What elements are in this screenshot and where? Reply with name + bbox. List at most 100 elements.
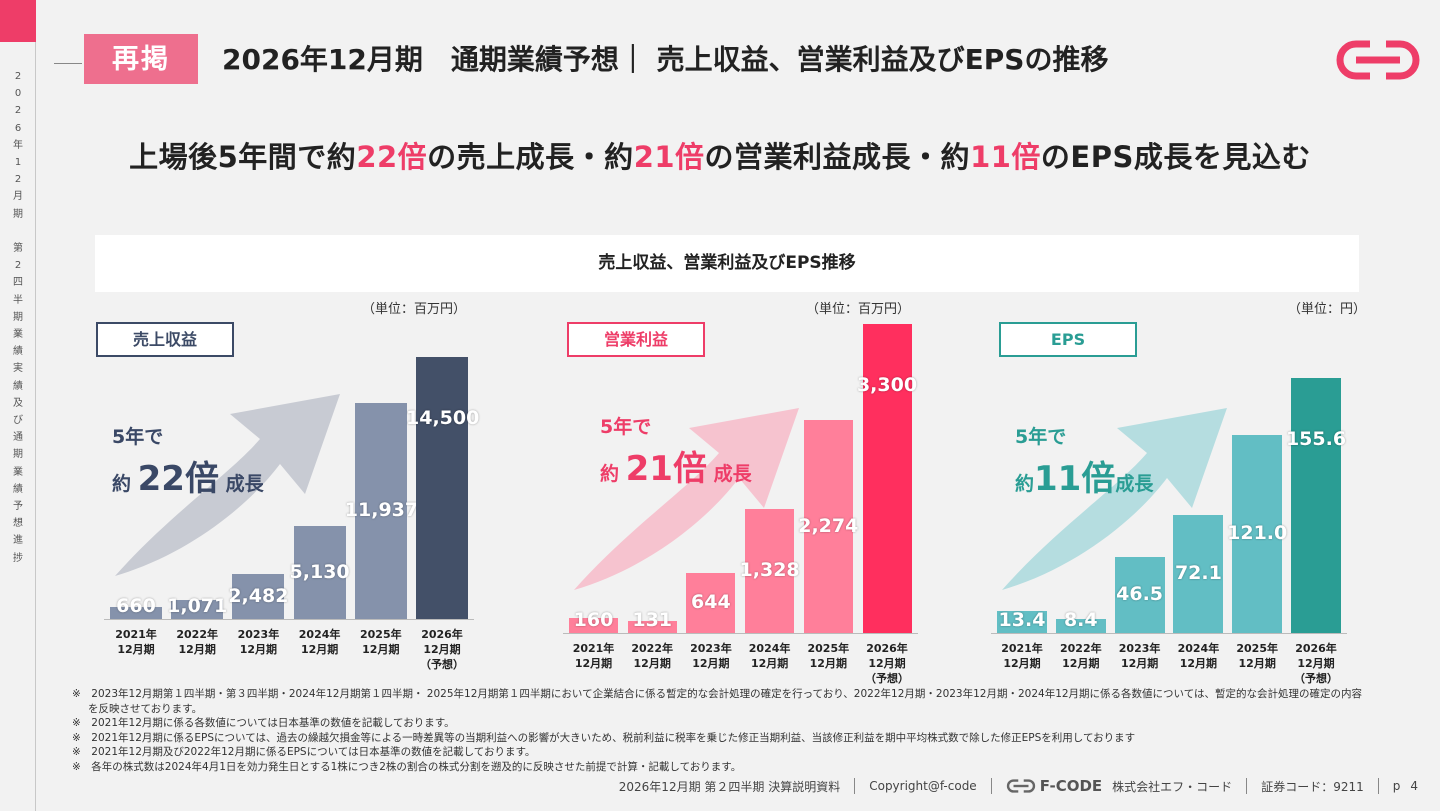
series-title-box: 営業利益 bbox=[567, 322, 705, 357]
sidebar-char: 半 bbox=[13, 294, 23, 306]
sidebar-char: 捗 bbox=[13, 552, 23, 564]
footnotes: ※ 2023年12月期第１四半期・第３四半期・2024年12月期第１四半期・ 2… bbox=[72, 687, 1372, 775]
footnote: ※ 各年の株式数は2024年4月1日を効力発生日とする1株につき2株の割合の株式… bbox=[72, 760, 742, 773]
footer-page-number: 4 bbox=[1410, 779, 1418, 793]
footnote: ※ 2021年12月期に係るEPSについては、過去の繰越欠損金等による一時差異等… bbox=[72, 731, 1136, 744]
x-tick-line: 2021年 bbox=[572, 642, 615, 655]
x-tick-line: 12月期 bbox=[239, 643, 278, 656]
sidebar-char: 業 bbox=[13, 466, 23, 478]
x-tick-line: 2022年 bbox=[176, 628, 218, 641]
x-tick-line: 2023年 bbox=[237, 628, 280, 641]
x-tick-line: 12月期 bbox=[1238, 657, 1276, 670]
bar bbox=[1173, 514, 1224, 633]
x-tick-line: 12月期 bbox=[423, 643, 461, 656]
sidebar-char: 1 bbox=[14, 157, 22, 169]
growth-text: 5年で 約11倍成長 bbox=[1015, 422, 1153, 500]
x-tick-label: 2021年 12月期 bbox=[992, 641, 1052, 671]
bar-value-label: 13.4 bbox=[998, 609, 1046, 631]
growth-prefix: 約 bbox=[112, 473, 138, 495]
sidebar-char: 業 bbox=[13, 329, 23, 341]
bar bbox=[686, 572, 736, 633]
sidebar-char: 2 bbox=[14, 71, 22, 82]
sidebar-char: 期 bbox=[13, 449, 23, 461]
bar bbox=[862, 324, 912, 633]
sidebar-char: 2 bbox=[14, 105, 22, 117]
bar-value-label: 2,274 bbox=[798, 514, 859, 537]
bar bbox=[416, 357, 468, 619]
x-tick-line: 12月期 bbox=[1297, 657, 1335, 670]
x-tick-label: 2026年 12月期 （予想） bbox=[1286, 641, 1346, 686]
bar bbox=[745, 508, 795, 633]
headline-text: の売上成長・約 bbox=[427, 140, 634, 174]
chart-banner: 売上収益、営業利益及びEPS推移 bbox=[95, 235, 1359, 292]
growth-arrow-icon bbox=[1002, 408, 1227, 590]
sidebar-char: 期 bbox=[13, 208, 23, 220]
headline-text: のEPS成長を見込む bbox=[1040, 140, 1311, 174]
bar-value-label: 3,300 bbox=[856, 374, 918, 396]
f-code-logo-icon bbox=[1336, 40, 1420, 80]
headline-highlight: 21倍 bbox=[633, 140, 705, 174]
bar bbox=[569, 618, 618, 633]
chart-baseline bbox=[991, 633, 1347, 634]
x-tick-line: 2022年 bbox=[631, 642, 673, 655]
growth-line2: 約 21倍 成長 bbox=[600, 441, 752, 490]
footnote: ※ 2021年12月期に係る各数値については日本基準の数値を記載しております。 bbox=[72, 717, 455, 730]
footer-doc: 2026年12月期 第２四半期 決算説明資料 bbox=[618, 779, 841, 794]
sidebar-char: 月 bbox=[13, 191, 23, 203]
bar bbox=[171, 599, 224, 619]
x-tick-line: 2025年 bbox=[359, 628, 402, 641]
bar-value-label: 5,130 bbox=[289, 560, 350, 583]
growth-arrow-icon bbox=[115, 394, 340, 576]
sidebar-char: 実 bbox=[13, 363, 23, 375]
x-tick-label: 2025年 12月期 bbox=[351, 627, 411, 657]
bar-value-label: 11,937 bbox=[344, 499, 419, 522]
chart-baseline bbox=[563, 633, 918, 634]
footer-divider bbox=[1377, 778, 1379, 794]
bar-value-label: 660 bbox=[116, 595, 156, 617]
footer-divider bbox=[990, 778, 992, 794]
chart-baseline bbox=[104, 619, 474, 620]
sidebar-tab bbox=[0, 0, 36, 42]
x-tick-label: 2022年 12月期 bbox=[167, 627, 227, 657]
series-title-box: EPS bbox=[999, 322, 1137, 357]
bar bbox=[997, 611, 1047, 633]
headline-highlight: 11倍 bbox=[970, 140, 1041, 174]
x-tick-line: 2021年 bbox=[115, 628, 157, 641]
bar bbox=[232, 574, 285, 619]
bar bbox=[354, 403, 407, 619]
header-rule bbox=[54, 63, 82, 64]
x-tick-line: 12月期 bbox=[362, 643, 400, 656]
bar-value-label: 155.6 bbox=[1285, 428, 1347, 450]
x-tick-label: 2024年 12月期 bbox=[290, 627, 350, 657]
sidebar-char: 第 bbox=[13, 243, 23, 255]
sidebar-char: 2 bbox=[14, 174, 22, 186]
growth-line2: 約11倍成長 bbox=[1015, 451, 1153, 500]
sidebar-char: 予 bbox=[13, 501, 23, 513]
sidebar-char: 6 bbox=[14, 122, 22, 134]
bar-value-label: 1,071 bbox=[167, 595, 228, 617]
bar bbox=[293, 526, 346, 619]
growth-multiple: 11倍 bbox=[1034, 459, 1116, 499]
sidebar-char: 四 bbox=[13, 277, 23, 289]
growth-prefix: 約 bbox=[1015, 473, 1035, 495]
x-tick-line: 2024年 bbox=[748, 642, 791, 655]
sidebar-char: び bbox=[13, 415, 23, 427]
bar bbox=[1232, 434, 1283, 633]
sidebar-char: 績 bbox=[13, 380, 23, 392]
growth-line2: 約 22倍 成長 bbox=[112, 451, 264, 500]
series-title-box: 売上収益 bbox=[96, 322, 234, 357]
headline-text: の営業利益成長・約 bbox=[704, 140, 971, 174]
unit-label: （単位：円） bbox=[1288, 302, 1367, 317]
bar bbox=[627, 620, 677, 633]
x-tick-label: 2026年 12月期 （予想） bbox=[412, 627, 472, 672]
x-tick-label: 2024年 12月期 bbox=[1168, 641, 1228, 671]
x-tick-label: 2021年 12月期 bbox=[106, 627, 166, 657]
x-tick-label: 2022年 12月期 bbox=[622, 641, 682, 671]
x-tick-line: 12月期 bbox=[809, 657, 847, 670]
footer: 2026年12月期 第２四半期 決算説明資料 Copyright@f-code … bbox=[619, 777, 1418, 795]
footnote: ※ 2021年12月期及び2022年12月期に係るEPSについては日本基準の数値… bbox=[72, 746, 536, 759]
growth-text: 5年で約 22倍 成長 bbox=[112, 422, 264, 500]
x-tick-line: （予想） bbox=[865, 672, 909, 685]
